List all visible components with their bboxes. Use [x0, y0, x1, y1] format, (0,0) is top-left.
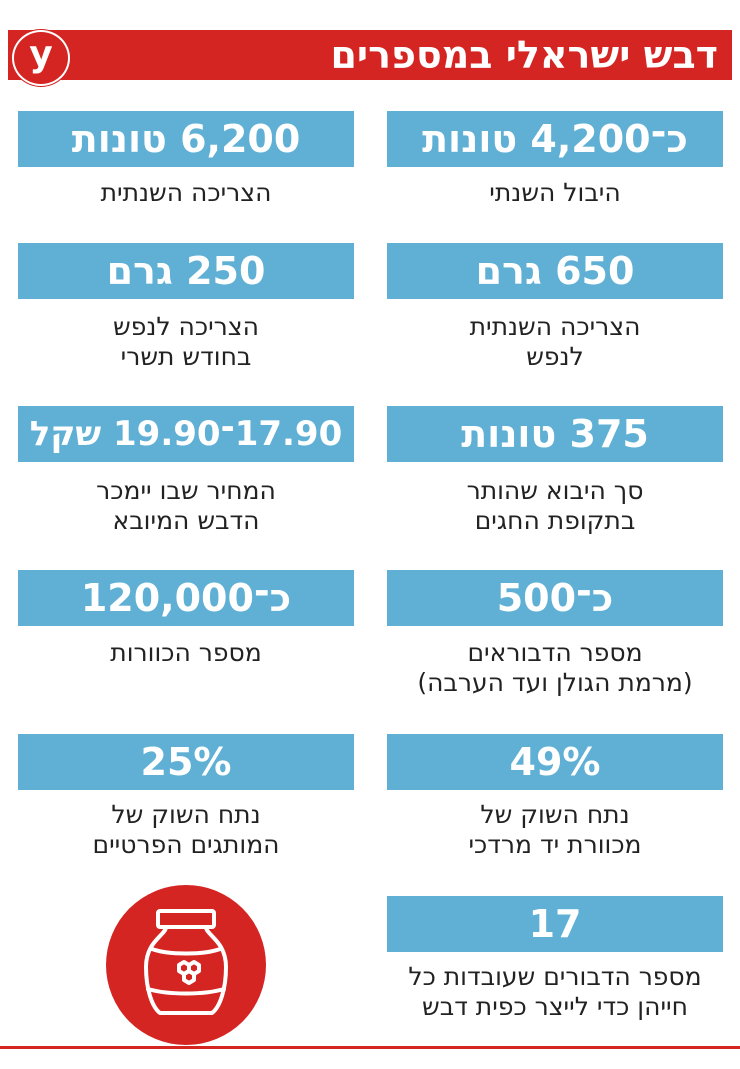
stat-box-beekeepers: כ־500 — [387, 570, 723, 626]
stat-caption-yad-mordechai-share: נתח השוק של מכוורת יד מרדכי — [468, 800, 642, 859]
publisher-logo-icon: y — [12, 30, 70, 86]
bottom-rule — [0, 1046, 740, 1049]
stat-box-per-capita: 650 גרם — [387, 243, 723, 299]
honey-jar-icon — [106, 885, 266, 1045]
stat-box-yad-mordechai-share: 49% — [387, 734, 723, 790]
stat-caption-import: סך היבוא שהותר בתקופת החגים — [466, 476, 644, 535]
stat-caption-per-capita: הצריכה השנתית לנפש — [469, 312, 641, 371]
stat-box-private-brands-share: 25% — [18, 734, 354, 790]
stat-caption-annual-consumption: הצריכה השנתית — [100, 178, 272, 207]
stat-caption-price: המחיר שבו יימכר הדבש המיובא — [96, 476, 276, 535]
stat-box-bees-per-spoon: 17 — [387, 896, 723, 952]
stat-box-hives: כ־120,000 — [18, 570, 354, 626]
stat-caption-annual-yield: היבול השנתי — [489, 178, 621, 207]
stat-box-import: 375 טונות — [387, 406, 723, 462]
stat-box-annual-consumption: 6,200 טונות — [18, 111, 354, 167]
stat-box-tishrei-consumption: 250 גרם — [18, 243, 354, 299]
stat-caption-private-brands-share: נתח השוק של המותגים הפרטיים — [92, 800, 280, 859]
stat-caption-hives: מספר הכוורות — [110, 638, 262, 667]
stat-caption-tishrei-consumption: הצריכה לנפש בחודש תשרי — [113, 312, 259, 371]
stat-box-annual-yield: כ־4,200 טונות — [387, 111, 723, 167]
honey-jar-svg — [144, 909, 228, 1015]
stat-caption-beekeepers: מספר הדבוראים (מרמת הגולן ועד הערבה) — [417, 638, 693, 697]
stat-box-price: 17.90־19.90 שקל — [18, 406, 354, 462]
stat-caption-bees-per-spoon: מספר הדבורים שעובדות כל חייהן כדי לייצר … — [408, 962, 702, 1021]
page-title: דבש ישראלי במספרים — [330, 33, 718, 77]
title-banner — [8, 30, 732, 80]
